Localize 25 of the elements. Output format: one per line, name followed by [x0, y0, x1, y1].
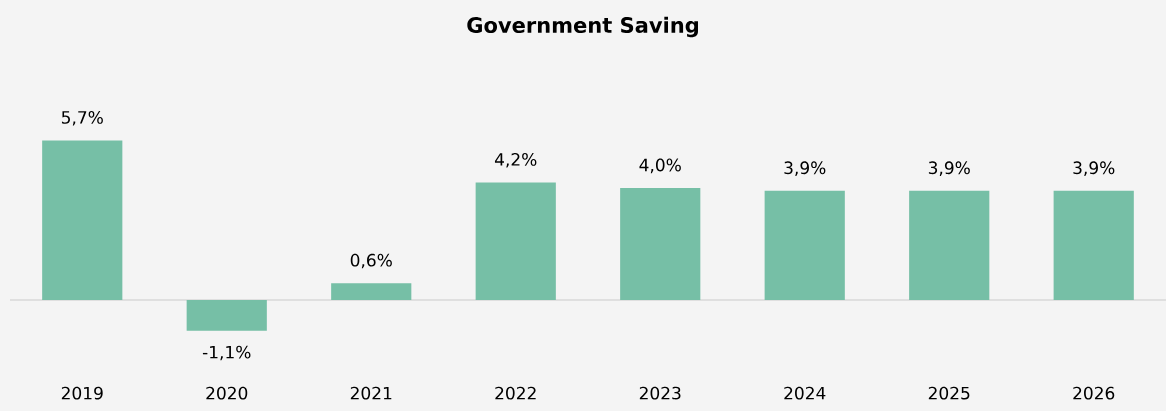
- data-label: -1,1%: [202, 345, 251, 361]
- data-label: 4,2%: [494, 152, 537, 168]
- bar: [186, 300, 267, 331]
- bar: [475, 182, 556, 300]
- bar: [1053, 190, 1134, 300]
- data-label: 3,9%: [928, 161, 970, 176]
- data-label: 0,6%: [350, 253, 392, 269]
- x-tick-label: 2026: [1073, 386, 1115, 400]
- x-tick-label: 2024: [784, 386, 826, 400]
- data-label: 5,7%: [61, 110, 103, 126]
- data-label: 4,0%: [639, 158, 681, 174]
- bar: [331, 283, 412, 300]
- x-tick-label: 2019: [61, 386, 103, 400]
- data-label: 3,9%: [1073, 161, 1115, 176]
- x-tick-label: 2025: [928, 386, 970, 400]
- bar: [764, 190, 845, 300]
- chart-title: Government Saving: [467, 16, 698, 38]
- bar: [42, 140, 123, 300]
- x-tick-label: 2022: [495, 386, 536, 400]
- x-tick-label: 2023: [639, 386, 681, 400]
- bar: [620, 188, 701, 300]
- x-tick-label: 2021: [350, 386, 392, 400]
- data-label: 3,9%: [784, 161, 826, 176]
- bar: [909, 190, 990, 300]
- x-tick-label: 2020: [206, 386, 248, 400]
